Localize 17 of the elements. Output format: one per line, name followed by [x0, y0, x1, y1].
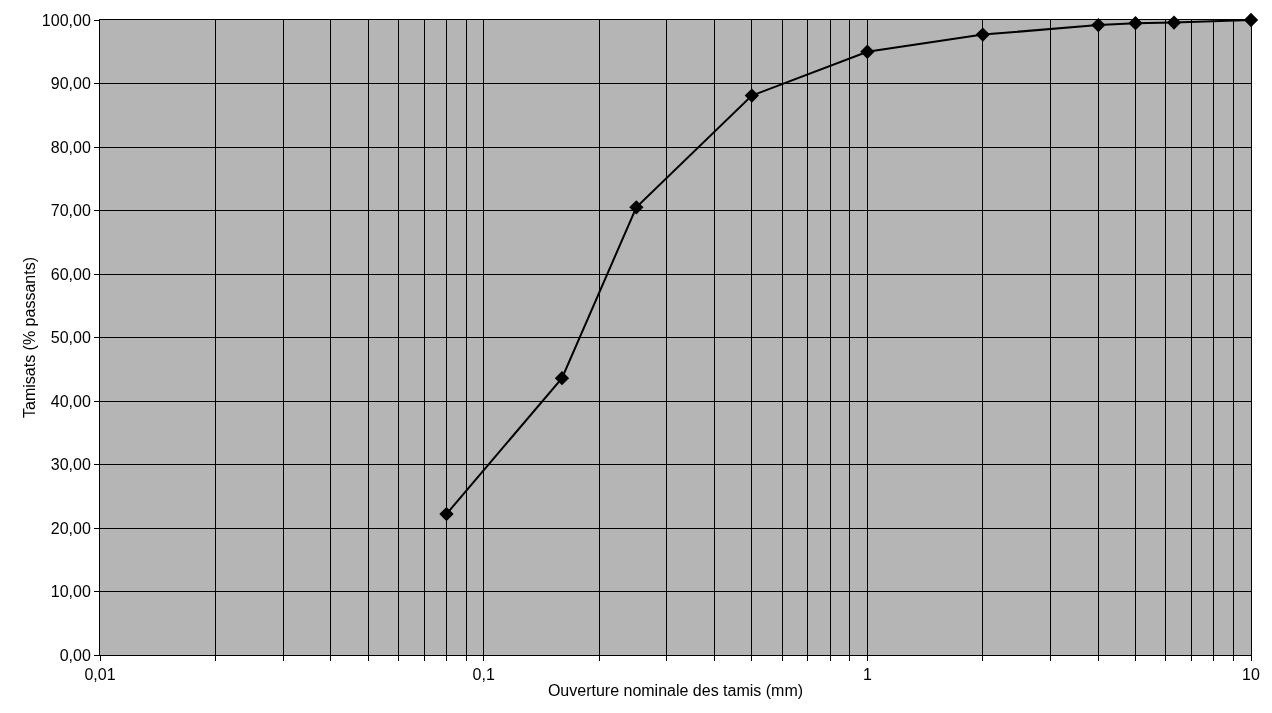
x-axis-title: Ouverture nominale des tamis (mm) — [547, 681, 804, 699]
x-tick-label: 1 — [862, 666, 872, 684]
x-tick-label: 10 — [1242, 666, 1260, 684]
y-tick-label: 10,00 — [50, 583, 91, 601]
x-tick-label: 0,1 — [472, 666, 495, 684]
y-tick-label: 90,00 — [50, 75, 91, 93]
y-tick-label: 100,00 — [41, 11, 91, 29]
y-tick-label: 20,00 — [50, 519, 91, 537]
x-tick-label: 0,01 — [84, 666, 116, 684]
y-tick-label: 80,00 — [50, 138, 91, 156]
y-tick-label: 70,00 — [50, 202, 91, 220]
y-axis-title: Tamisats (% passants) — [20, 257, 38, 418]
y-tick-label: 60,00 — [50, 265, 91, 283]
y-tick-label: 50,00 — [50, 329, 91, 347]
y-tick-label: 40,00 — [50, 392, 91, 410]
y-tick-label: 0,00 — [59, 646, 91, 664]
y-tick-label: 30,00 — [50, 456, 91, 474]
